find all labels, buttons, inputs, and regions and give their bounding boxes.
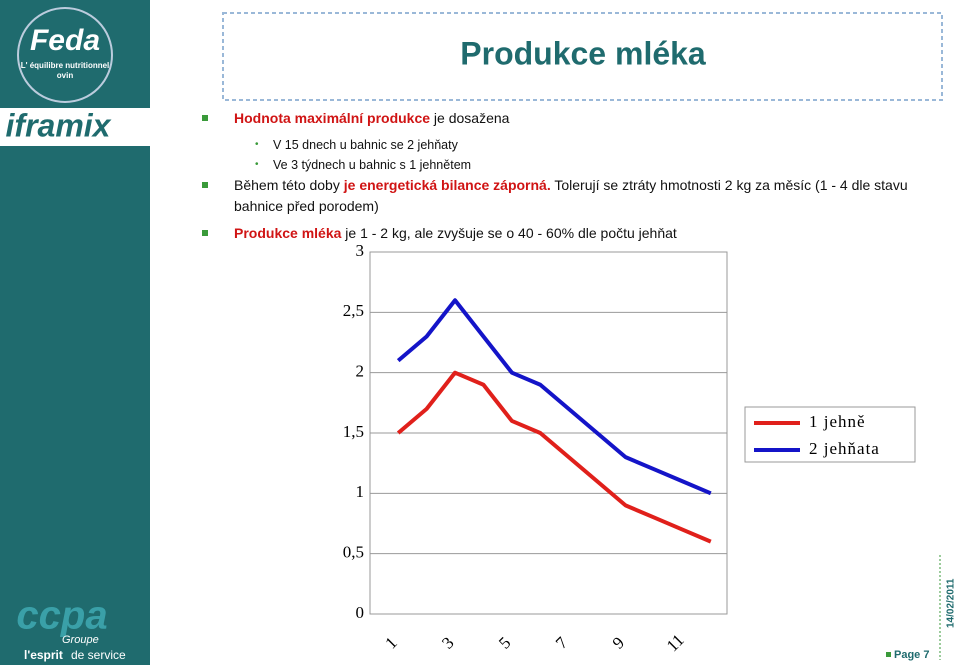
y-tick-label: 2 — [356, 362, 365, 381]
bullet-text: Produkce mléka — [234, 225, 342, 241]
x-tick-label: 11 — [663, 630, 688, 655]
ccpa-logo: ccpa — [16, 594, 107, 638]
bullet: Ve 3 týdnech u bahnic s 1 jehnětem — [200, 155, 940, 175]
bullet-text: je dosažena — [430, 110, 510, 126]
x-tick-label: 9 — [609, 633, 628, 652]
y-tick-label: 0 — [356, 603, 365, 622]
legend-label: 2 jehňata — [809, 439, 880, 458]
bullet-text: je energetická bilance záporná. — [343, 177, 551, 193]
groupe-text: Groupe — [62, 634, 99, 646]
feda-tagline: ovin — [57, 71, 74, 80]
x-tick-label: 1 — [381, 633, 400, 652]
footer-bullet — [886, 652, 891, 657]
bullet-list: Hodnota maximální produkce je dosažena V … — [200, 108, 940, 250]
legend-box — [744, 406, 916, 463]
y-tick-label: 1 — [356, 482, 365, 501]
bullet-text: V 15 dnech u bahnic se 2 jehňaty — [273, 138, 458, 152]
data-line — [396, 370, 712, 544]
bullet: Během této doby je energetická bilance z… — [200, 175, 940, 217]
slogan: de service — [71, 648, 126, 662]
iframix-logo: iframix — [6, 107, 112, 143]
title-frame — [222, 12, 943, 101]
y-tick-label: 2,5 — [343, 301, 364, 320]
bullet-text: Tolerují se ztráty hmotnosti 2 kg za měs… — [234, 177, 908, 214]
bullet-text: Ve 3 týdnech u bahnic s 1 jehnětem — [273, 158, 472, 172]
feda-text: Feda — [30, 24, 100, 57]
footer-page: Page 7 — [894, 649, 929, 661]
footer-date: 14/02/2011 — [946, 578, 957, 628]
y-tick-label: 1,5 — [343, 422, 364, 441]
bullet: Hodnota maximální produkce je dosažena — [200, 108, 940, 129]
y-tick-label: 3 — [356, 241, 365, 260]
bullet-text: Během této doby — [234, 177, 344, 193]
bullet-text: Hodnota maximální produkce — [234, 110, 431, 126]
y-tick-label: 0,5 — [343, 543, 364, 562]
feda-tagline: L' équilibre nutritionnel — [21, 61, 110, 70]
x-tick-label: 5 — [495, 633, 514, 652]
bullet-text: je 1 - 2 kg, ale zvyšuje se o 40 - 60% d… — [341, 225, 677, 241]
x-tick-label: 3 — [438, 633, 457, 652]
legend-label: 1 jehně — [809, 412, 866, 431]
x-tick-label: 7 — [552, 633, 572, 653]
slogan: l'esprit — [24, 648, 63, 662]
feda-logo — [17, 7, 113, 103]
title: Produkce mléka — [460, 35, 706, 71]
data-line — [396, 298, 712, 496]
bullet: Produkce mléka je 1 - 2 kg, ale zvyšuje … — [200, 223, 940, 244]
bullet: V 15 dnech u bahnic se 2 jehňaty — [200, 135, 940, 155]
iframix-band — [0, 108, 150, 146]
